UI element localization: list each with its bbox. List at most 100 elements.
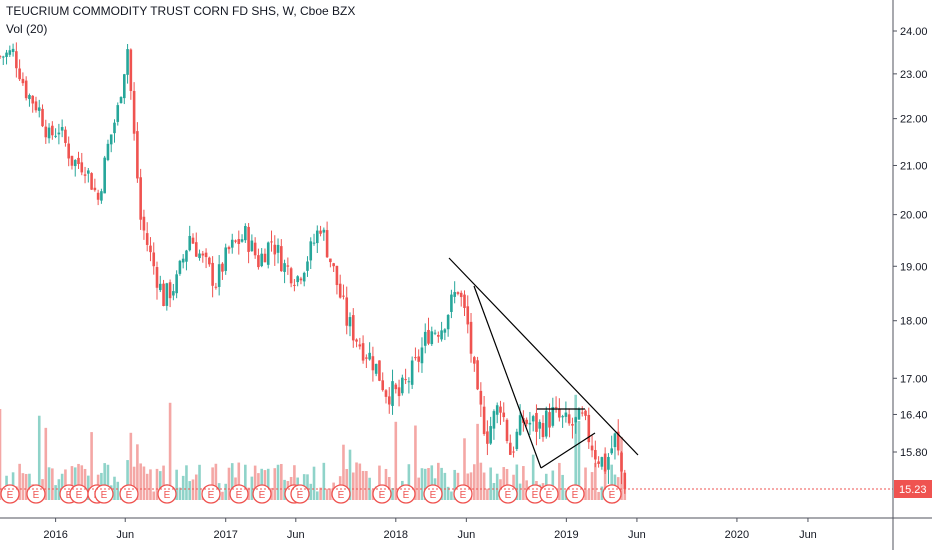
earnings-marker-label: E: [7, 490, 14, 501]
candle-body: [51, 125, 54, 136]
time-tick-label: 2020: [725, 529, 749, 541]
volume-bar: [453, 469, 456, 500]
earnings-marker-label: E: [76, 490, 83, 501]
earnings-marker-label: E: [379, 490, 386, 501]
candle-body: [515, 431, 519, 449]
volume-bar: [103, 463, 106, 500]
candle-body: [358, 344, 362, 347]
candle-body: [181, 258, 185, 263]
candle-body: [90, 173, 93, 190]
volume-bar: [214, 463, 218, 500]
time-tick-label: Jun: [287, 529, 305, 541]
candle-body: [381, 380, 385, 391]
inner-trendline: [473, 285, 542, 469]
price-tick-label: 17.00: [900, 373, 928, 385]
candle-body: [302, 272, 306, 282]
candle-body: [430, 331, 434, 345]
volume-bar: [482, 472, 486, 500]
candle-body: [152, 252, 156, 267]
candle-body: [123, 74, 126, 99]
time-tick-label: 2016: [43, 529, 67, 541]
volume-bar: [188, 481, 192, 500]
volume-bar: [561, 474, 564, 500]
candle-body: [244, 226, 247, 241]
price-axis[interactable]: 24.00 23.00 22.00 21.00 20.00 19.00 18.00 17.00…: [893, 26, 928, 459]
candle-body: [499, 406, 502, 413]
candle-body: [401, 377, 404, 394]
candle-body: [234, 240, 237, 242]
candle-body: [289, 268, 293, 284]
volume-bar: [73, 467, 77, 500]
candle-body: [270, 241, 273, 243]
volume-bar: [237, 462, 241, 500]
candle-body: [325, 230, 329, 258]
volume-bar: [70, 466, 74, 500]
candle-body: [312, 242, 316, 244]
candle-body: [489, 426, 492, 444]
volume-bar: [600, 486, 604, 500]
last-price-badge: 15.23: [894, 480, 932, 498]
candle-body: [37, 107, 41, 111]
candle-body: [96, 192, 100, 200]
candle-body: [129, 49, 133, 91]
candle-body: [531, 416, 535, 422]
candle-body: [446, 314, 450, 330]
volume-bar: [113, 476, 116, 500]
candle-body: [178, 260, 182, 274]
candle-body: [299, 278, 303, 281]
volume-bar: [522, 466, 525, 500]
candle-body: [342, 295, 345, 297]
price-tick-label: 15.80: [900, 447, 928, 459]
candle-body: [257, 255, 260, 268]
trendlines[interactable]: [448, 257, 639, 469]
candle-body: [600, 457, 604, 467]
candle-body: [584, 410, 587, 416]
candle-body: [106, 143, 110, 161]
volume-bar: [227, 467, 231, 500]
volume-bar: [51, 468, 54, 500]
candle-body: [309, 241, 313, 261]
candle-body: [0, 56, 2, 58]
candle-body: [404, 379, 407, 381]
volume-bar: [479, 462, 483, 500]
volume-bar: [266, 468, 270, 500]
candle-body: [587, 414, 591, 443]
candle-body: [420, 347, 424, 364]
candle-body: [34, 101, 38, 111]
candle-body: [306, 261, 309, 271]
candle-body: [217, 264, 221, 287]
volume-bar: [306, 474, 309, 500]
time-axis[interactable]: 2016 Jun 2017 Jun 2018 Jun 2019 Jun 2020 Jun: [43, 518, 817, 541]
candle-body: [495, 405, 499, 415]
candle-body: [15, 51, 18, 69]
candle-body: [544, 410, 548, 437]
candle-body: [198, 253, 201, 259]
candle-body: [561, 416, 564, 418]
volume-bar: [126, 460, 129, 500]
candle-body: [508, 442, 512, 455]
earnings-marker-label: E: [236, 490, 243, 501]
candle-body: [47, 127, 51, 139]
volume-bar: [384, 468, 388, 500]
candle-body: [355, 339, 358, 342]
volume-indicator-label[interactable]: Vol (20): [6, 22, 48, 36]
triangle-lower-line: [540, 432, 596, 469]
candle-body: [623, 472, 627, 490]
volume-bar: [18, 463, 21, 500]
candle-body: [518, 415, 522, 435]
candle-body: [394, 384, 398, 390]
candle-body: [168, 282, 172, 299]
candle-body: [93, 187, 97, 191]
volume-bar: [417, 477, 420, 500]
volume-bar: [54, 485, 57, 500]
volume-bar: [83, 468, 87, 500]
volume-bar: [273, 468, 277, 500]
earnings-marker-label: E: [164, 490, 171, 501]
candle-body: [577, 409, 581, 420]
volume-bar: [293, 465, 296, 500]
earnings-marker-label: E: [297, 490, 304, 501]
candle-body: [155, 267, 159, 288]
candle-body: [417, 356, 420, 362]
earnings-marker: [453, 484, 473, 504]
